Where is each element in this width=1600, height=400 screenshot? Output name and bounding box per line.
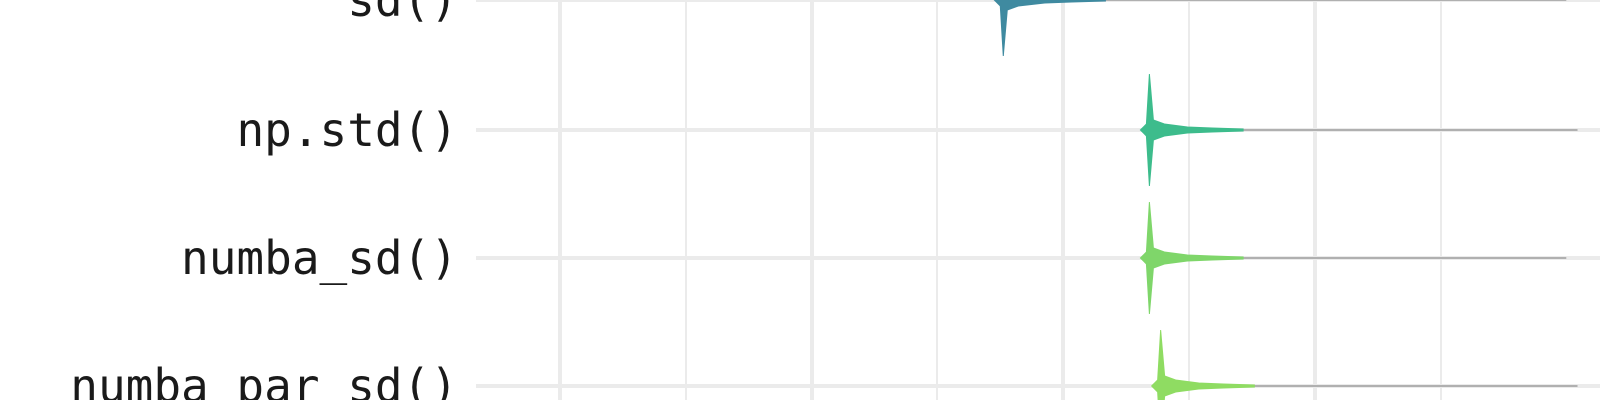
category-label: sd() [347,0,458,27]
gridlines [476,0,1600,400]
category-labels: sd() np.std() numba_sd() numba_par_sd() [70,0,458,400]
violin-np-std [1139,73,1244,187]
violin-numba-par-sd [1150,329,1255,400]
violin-sd [993,0,1106,57]
violin-numba-sd [1139,201,1244,315]
category-label: np.std() [236,103,458,157]
category-label: numba_par_sd() [70,359,458,400]
category-label: numba_sd() [181,231,458,285]
violin-series [993,0,1578,400]
